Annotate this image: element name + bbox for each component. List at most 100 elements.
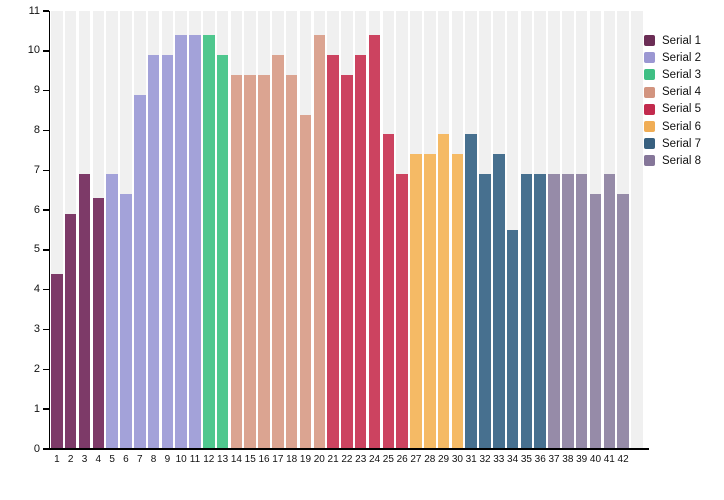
bar-17[interactable] — [272, 54, 284, 449]
x-tick-label: 26 — [396, 454, 408, 465]
bar-41[interactable] — [603, 174, 616, 449]
bar-2[interactable] — [64, 214, 77, 449]
legend-item-serial-7[interactable]: Serial 7 — [644, 135, 701, 152]
bar-15[interactable] — [244, 74, 256, 449]
bar-40[interactable] — [589, 194, 602, 449]
legend-label: Serial 5 — [662, 103, 701, 116]
y-tick-mark — [43, 249, 49, 251]
y-tick-label: 9 — [33, 84, 40, 97]
bar-30[interactable] — [451, 154, 464, 449]
x-tick-label: 4 — [95, 454, 102, 465]
bar-14[interactable] — [230, 74, 243, 449]
bar-23[interactable] — [354, 54, 367, 449]
legend-item-serial-1[interactable]: Serial 1 — [644, 32, 701, 49]
bar-42[interactable] — [617, 194, 629, 449]
bar-7[interactable] — [134, 94, 146, 449]
bar-34[interactable] — [506, 230, 519, 449]
bar-27[interactable] — [410, 154, 422, 449]
legend-swatch — [644, 155, 655, 167]
bar-19[interactable] — [299, 114, 312, 449]
x-tick-label: 6 — [123, 454, 129, 465]
legend-item-serial-4[interactable]: Serial 4 — [644, 84, 701, 101]
bar-6[interactable] — [120, 194, 132, 449]
bar-36[interactable] — [534, 174, 546, 449]
legend-label: Serial 2 — [662, 51, 701, 64]
y-axis-line — [48, 11, 51, 450]
bar-10[interactable] — [175, 34, 187, 449]
y-tick-label: 0 — [33, 442, 40, 455]
y-tick-label: 4 — [33, 283, 40, 296]
bar-11[interactable] — [189, 34, 201, 449]
y-tick-mark — [43, 209, 49, 211]
legend-item-serial-8[interactable]: Serial 8 — [644, 152, 701, 169]
x-tick-label: 27 — [410, 454, 422, 465]
y-tick-label: 3 — [33, 323, 40, 336]
legend-swatch — [644, 103, 655, 115]
legend-item-serial-6[interactable]: Serial 6 — [644, 118, 701, 135]
bar-13[interactable] — [216, 54, 229, 449]
bar-26[interactable] — [396, 174, 408, 449]
x-tick-label: 35 — [520, 454, 532, 465]
bar-22[interactable] — [341, 74, 353, 449]
legend-label: Serial 3 — [662, 68, 701, 81]
x-tick-label: 22 — [341, 454, 353, 465]
x-tick-label: 29 — [438, 454, 450, 465]
legend-swatch — [644, 52, 655, 64]
bar-37[interactable] — [548, 174, 560, 449]
legend-item-serial-3[interactable]: Serial 3 — [644, 66, 701, 83]
bar-16[interactable] — [258, 74, 270, 449]
bar-18[interactable] — [285, 74, 298, 449]
y-tick-mark — [43, 289, 49, 291]
bar-39[interactable] — [575, 174, 588, 449]
bar-35[interactable] — [520, 174, 533, 449]
plot-column-stripe — [631, 11, 643, 449]
y-tick-mark — [43, 169, 49, 171]
x-tick-label: 15 — [244, 454, 256, 465]
x-tick-label: 42 — [617, 454, 629, 465]
legend-item-serial-2[interactable]: Serial 2 — [644, 49, 701, 66]
legend-swatch — [644, 35, 655, 47]
legend: Serial 1 Serial 2 Serial 3 Serial 4 Serial 5… — [644, 32, 701, 170]
bar-12[interactable] — [203, 34, 215, 449]
legend-swatch — [644, 69, 655, 81]
bar-29[interactable] — [437, 134, 450, 449]
bar-38[interactable] — [562, 174, 574, 449]
bar-33[interactable] — [493, 154, 505, 449]
x-tick-label: 23 — [355, 454, 367, 465]
y-tick-mark — [43, 89, 49, 92]
legend-label: Serial 6 — [662, 120, 701, 133]
x-tick-label: 3 — [81, 454, 88, 465]
y-tick-label: 8 — [33, 123, 40, 136]
bar-21[interactable] — [327, 54, 339, 449]
bar-4[interactable] — [92, 198, 105, 449]
legend-item-serial-5[interactable]: Serial 5 — [644, 101, 701, 118]
plot-area — [50, 11, 643, 449]
x-tick-label: 36 — [534, 454, 546, 465]
bar-25[interactable] — [382, 134, 395, 449]
bar-28[interactable] — [424, 154, 436, 449]
plot-column-stripe — [51, 11, 63, 449]
y-tick-label: 7 — [33, 163, 40, 176]
bar-32[interactable] — [479, 174, 491, 449]
y-tick-mark — [43, 50, 49, 52]
x-tick-label: 21 — [327, 454, 339, 465]
x-tick-label: 28 — [424, 454, 436, 465]
bar-5[interactable] — [106, 174, 118, 449]
legend-swatch — [644, 121, 655, 133]
y-tick-mark — [43, 368, 49, 371]
bar-9[interactable] — [161, 54, 174, 449]
x-tick-label: 24 — [368, 454, 381, 465]
x-tick-label: 7 — [136, 454, 143, 465]
bar-31[interactable] — [465, 134, 477, 449]
x-tick-label: 25 — [382, 454, 394, 465]
bar-20[interactable] — [313, 34, 326, 449]
bar-3[interactable] — [78, 174, 91, 449]
bar-8[interactable] — [147, 54, 160, 449]
legend-label: Serial 7 — [662, 137, 701, 150]
legend-label: Serial 8 — [662, 154, 701, 167]
x-tick-label: 2 — [67, 454, 74, 465]
bar-1[interactable] — [51, 273, 63, 449]
x-tick-label: 10 — [175, 454, 187, 465]
bar-24[interactable] — [368, 34, 381, 449]
